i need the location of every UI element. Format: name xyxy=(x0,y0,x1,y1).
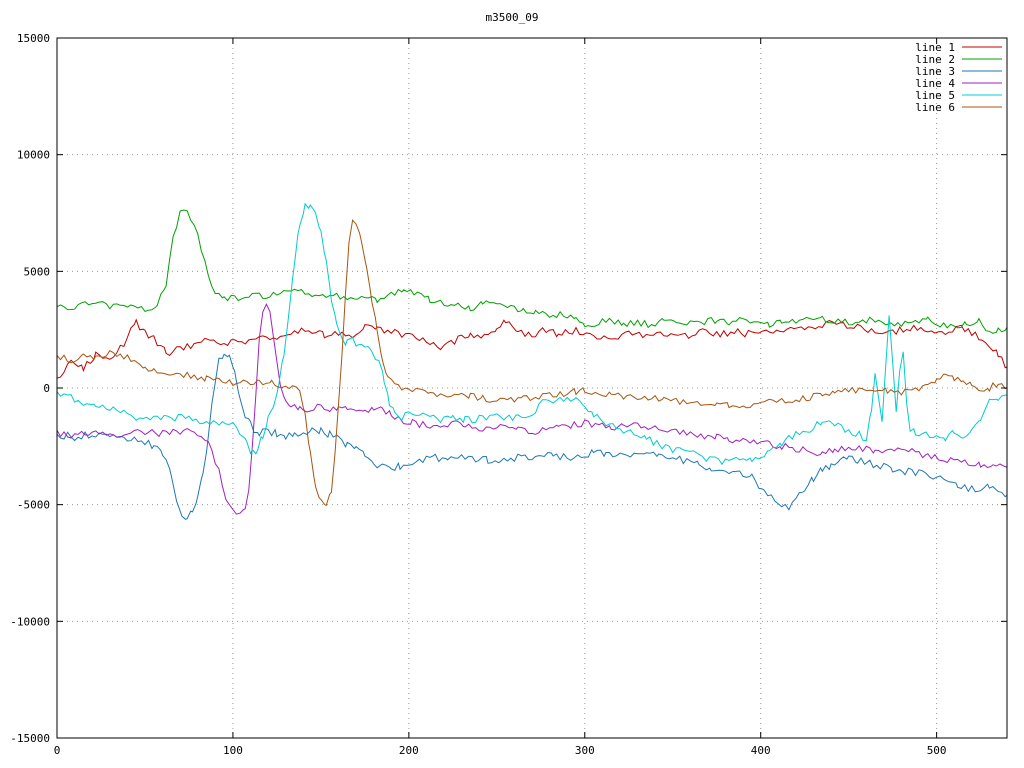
x-tick-label: 400 xyxy=(751,744,771,757)
legend-label: line 1 xyxy=(915,41,955,54)
series-line-1 xyxy=(57,318,1007,379)
y-tick-label: 0 xyxy=(43,382,50,395)
y-tick-label: -5000 xyxy=(17,499,50,512)
series-line-3 xyxy=(57,353,1007,520)
y-tick-label: 10000 xyxy=(17,149,50,162)
series-line-6 xyxy=(57,219,1007,507)
legend-label: line 5 xyxy=(915,89,955,102)
series-line-5 xyxy=(57,202,1007,466)
chart-title: m3500_09 xyxy=(486,11,539,24)
y-tick-label: -10000 xyxy=(10,615,50,628)
y-tick-label: 15000 xyxy=(17,32,50,45)
legend-label: line 3 xyxy=(915,65,955,78)
x-tick-label: 300 xyxy=(575,744,595,757)
axes-layer: 0 100 200 300 400 500 -15000 -10000 -5000 0 5000 10… xyxy=(10,32,1008,757)
legend-label: line 2 xyxy=(915,53,955,66)
grid-layer xyxy=(56,38,1007,738)
x-tick-label: 200 xyxy=(399,744,419,757)
x-tick-label: 500 xyxy=(927,744,947,757)
y-tick-label: -15000 xyxy=(10,732,50,745)
y-tick-label: 5000 xyxy=(24,265,51,278)
series-line-2 xyxy=(57,209,1007,334)
series-line-4 xyxy=(57,303,1007,515)
legend-label: line 6 xyxy=(915,101,955,114)
x-tick-label: 0 xyxy=(54,744,61,757)
legend-label: line 4 xyxy=(915,77,955,90)
x-tick-label: 100 xyxy=(223,744,243,757)
series-layer xyxy=(57,202,1007,520)
